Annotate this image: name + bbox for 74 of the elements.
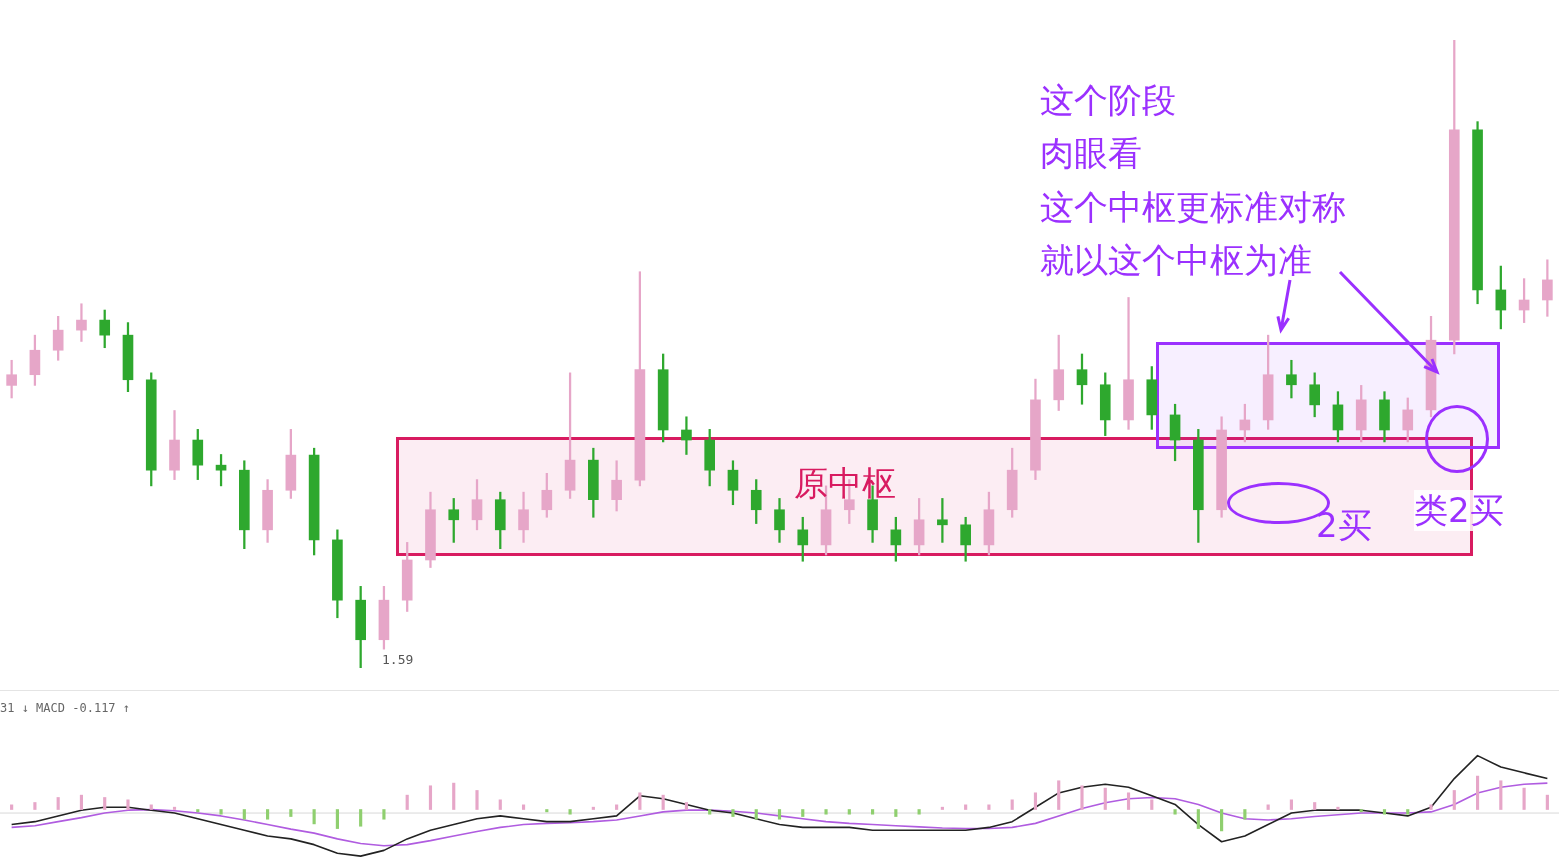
bar <box>266 809 270 820</box>
bar <box>1336 806 1340 810</box>
bar <box>172 806 177 810</box>
bar <box>801 809 805 817</box>
bar <box>382 809 386 820</box>
candlestick <box>681 416 692 455</box>
bar <box>1150 799 1154 810</box>
bar <box>545 809 549 813</box>
bar <box>591 806 595 810</box>
chart-title: 31 ↓ MACD -0.117 ↑ <box>0 701 131 716</box>
bar <box>1545 794 1549 810</box>
bar <box>452 782 456 810</box>
bar <box>917 809 921 815</box>
bar <box>126 799 130 810</box>
bar <box>475 790 479 810</box>
bar <box>1196 809 1200 829</box>
bar <box>1452 790 1456 810</box>
bar <box>871 809 875 815</box>
bar <box>242 809 246 820</box>
bar <box>196 809 200 813</box>
bar <box>777 809 782 820</box>
bar <box>661 794 665 810</box>
bar <box>498 799 502 810</box>
bar <box>824 809 828 815</box>
bar <box>894 809 898 817</box>
bar <box>568 809 572 815</box>
bar <box>940 806 944 810</box>
bar <box>1429 804 1433 810</box>
bar <box>1103 787 1107 810</box>
annotation: 类2买 <box>1414 490 1504 531</box>
annotation: 2买 <box>1316 505 1372 546</box>
bar <box>1313 802 1317 810</box>
bar <box>1010 799 1014 810</box>
bar <box>79 794 84 810</box>
bar <box>754 809 758 820</box>
bar <box>1406 809 1410 815</box>
bar <box>289 809 293 817</box>
bar <box>1499 780 1503 810</box>
bar <box>312 809 316 825</box>
bar <box>335 809 339 829</box>
bar <box>405 794 409 810</box>
bar <box>1382 809 1387 815</box>
bar <box>1522 787 1526 810</box>
bar <box>56 797 60 810</box>
candlestick <box>76 303 87 342</box>
candlestick <box>1123 297 1134 430</box>
bar <box>359 809 363 827</box>
bar <box>731 809 735 817</box>
bar <box>1173 809 1177 815</box>
bar <box>1359 809 1363 813</box>
bar <box>1126 792 1131 810</box>
bar <box>1289 799 1293 810</box>
bar <box>103 797 107 810</box>
annotation: 肉眼看 <box>1040 133 1142 174</box>
annotation: 1.59 <box>382 652 414 668</box>
bar <box>638 792 642 810</box>
candlestick <box>937 498 948 543</box>
bar <box>1220 809 1224 832</box>
bar <box>684 802 689 810</box>
bar <box>1243 809 1247 820</box>
annotation: 就以这个中枢为准 <box>1040 240 1312 281</box>
bar <box>1080 785 1084 810</box>
bar <box>33 802 37 810</box>
bar <box>847 809 851 815</box>
candlestick <box>1286 359 1297 399</box>
annotation: 这个阶段 <box>1040 80 1176 121</box>
bar <box>1475 775 1480 810</box>
bar <box>1033 792 1038 810</box>
bar <box>428 785 433 810</box>
bar <box>219 809 223 815</box>
band-label: 原中枢 <box>794 463 897 504</box>
annotation: 这个中枢更标准对称 <box>1040 187 1346 228</box>
bar <box>1057 780 1061 810</box>
bar <box>708 809 712 815</box>
